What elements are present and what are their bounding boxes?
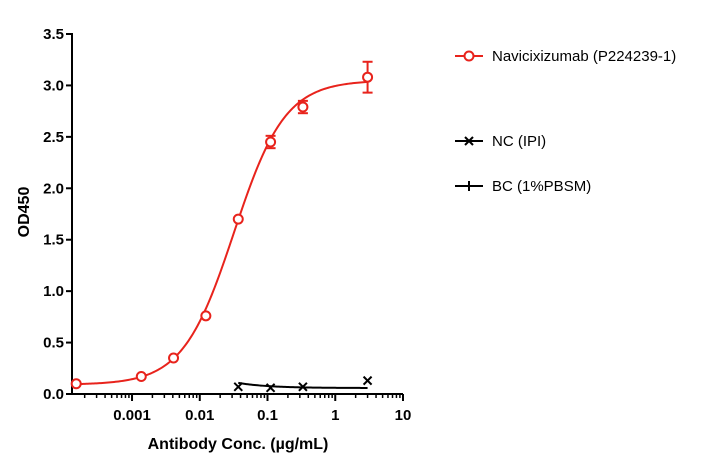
nc-point [298, 382, 308, 392]
legend-label: BC (1%PBSM) [492, 178, 591, 195]
nc-point [233, 382, 243, 392]
navicixizumab-fit-curve [76, 80, 368, 386]
x-tick-label: 1 [331, 407, 339, 424]
x-axis-title: Antibody Conc. (µg/mL) [148, 436, 329, 453]
x-marker-stroke [464, 136, 474, 146]
navicixizumab-point [70, 378, 82, 390]
legend-marker [464, 136, 474, 146]
navicixizumab-point [168, 352, 180, 364]
x-tick-label: 0.001 [113, 407, 151, 424]
legend-marker [463, 50, 475, 62]
y-axis-title: OD450 [16, 187, 33, 238]
legend: Navicixizumab (P224239-1) NC (IPI) BC (1%P… [455, 48, 676, 195]
y-tick-label: 3.0 [43, 77, 64, 94]
navicixizumab-point [362, 71, 374, 83]
y-tick-label: 0.0 [43, 386, 64, 403]
y-tick-label: 1.5 [43, 232, 64, 249]
y-tick-label: 2.5 [43, 129, 64, 146]
x-tick-label: 10 [395, 407, 412, 424]
navicixizumab-point [297, 101, 309, 113]
fit-curves [76, 80, 368, 389]
legend-label: NC (IPI) [492, 133, 546, 150]
x-marker-stroke [233, 382, 243, 392]
navicixizumab-point [265, 136, 277, 148]
axes: 0.0 0.5 1.0 1.5 2.0 2.5 3.0 3.5 0.001 0.01 0.1 1 10 [43, 26, 411, 424]
x-tick-label: 0.01 [185, 407, 214, 424]
y-tick-label: 0.5 [43, 335, 64, 352]
x-marker-stroke [362, 375, 373, 386]
navicixizumab-point [232, 213, 244, 225]
y-tick-label: 1.0 [43, 283, 64, 300]
legend-marker [464, 181, 474, 191]
y-tick-label: 2.0 [43, 180, 64, 197]
x-marker-stroke [298, 382, 308, 392]
legend-item: NC (IPI) [455, 133, 546, 150]
nc-point [362, 375, 373, 386]
nc-point [265, 383, 276, 393]
legend-item: BC (1%PBSM) [455, 178, 591, 195]
x-tick-label: 0.1 [257, 407, 278, 424]
legend-label: Navicixizumab (P224239-1) [492, 48, 676, 65]
legend-item: Navicixizumab (P224239-1) [455, 48, 676, 65]
navicixizumab-point [200, 310, 212, 322]
y-tick-label: 3.5 [43, 26, 64, 43]
x-marker-stroke [265, 383, 276, 393]
navicixizumab-point [135, 371, 147, 383]
data-points [70, 60, 374, 393]
